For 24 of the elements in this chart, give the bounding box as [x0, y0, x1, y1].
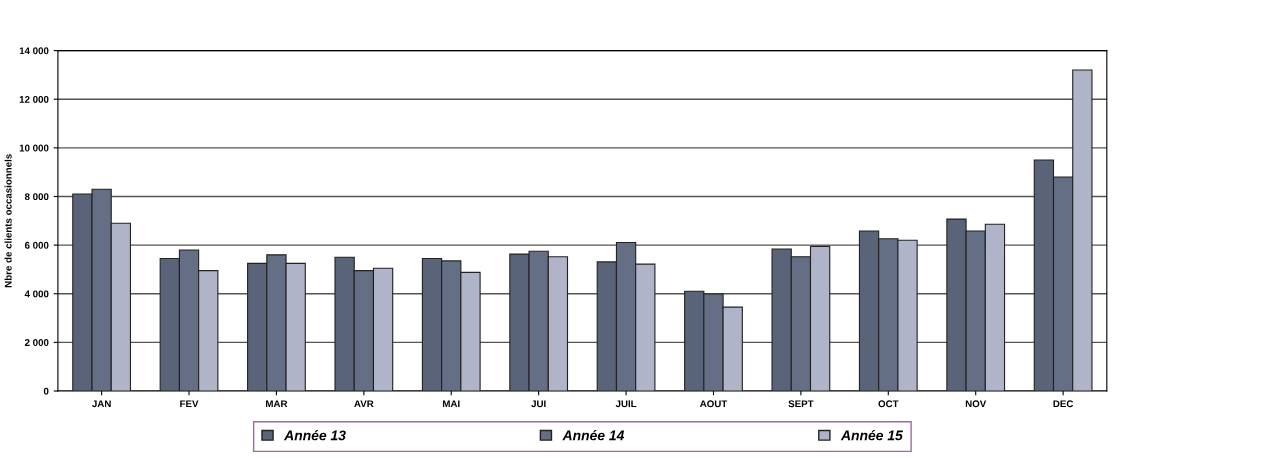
y-tick-label: 10 000 — [19, 144, 49, 152]
x-tick-label: MAI — [442, 400, 460, 408]
y-tick-label: 0 — [43, 387, 49, 395]
y-axis-title: Nbre de clients occasionnels — [4, 154, 12, 288]
x-tick-label: NOV — [965, 400, 987, 408]
x-tick-label: FEV — [180, 400, 199, 408]
x-tick-label: JUIL — [615, 400, 637, 408]
x-tick-label: SEPT — [788, 400, 814, 408]
y-tick-label: 2 000 — [24, 339, 49, 346]
y-tick-label: 14 000 — [19, 47, 49, 55]
legend-label: Année 15 — [840, 429, 903, 441]
y-tick-label: 4 000 — [24, 290, 49, 298]
x-tick-label: MAR — [266, 400, 288, 408]
x-tick-label: OCT — [878, 400, 899, 408]
legend-label: Année 14 — [562, 429, 625, 441]
y-tick-label: 8 000 — [24, 193, 49, 201]
x-tick-label: DEC — [1053, 400, 1074, 408]
legend-label: Année 13 — [283, 429, 346, 441]
y-tick-label: 12 000 — [19, 95, 49, 103]
x-tick-label: JUI — [531, 400, 546, 408]
x-tick-label: JAN — [92, 400, 111, 408]
x-tick-label: AVR — [354, 400, 374, 408]
x-tick-label: AOUT — [699, 400, 728, 408]
y-tick-label: 6 000 — [24, 241, 49, 249]
